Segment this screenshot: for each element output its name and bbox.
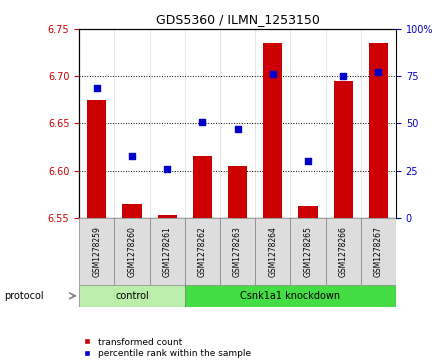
Bar — [185, 285, 396, 307]
Bar — [79, 285, 185, 307]
Bar — [193, 156, 212, 218]
Point — [128, 152, 136, 158]
Text: Csnk1a1 knockdown: Csnk1a1 knockdown — [240, 291, 341, 301]
Point — [234, 126, 241, 132]
Text: control: control — [115, 291, 149, 301]
Bar — [326, 218, 361, 285]
Bar — [122, 204, 142, 218]
Bar — [158, 215, 177, 218]
Point — [164, 166, 171, 172]
Text: GSM1278267: GSM1278267 — [374, 226, 383, 277]
Text: GSM1278260: GSM1278260 — [128, 226, 136, 277]
Point — [93, 85, 100, 90]
Bar — [255, 218, 290, 285]
Bar — [220, 218, 255, 285]
Bar — [87, 100, 106, 218]
Bar — [79, 218, 114, 285]
Text: GSM1278261: GSM1278261 — [163, 226, 172, 277]
Bar — [298, 207, 318, 218]
Bar — [334, 81, 353, 218]
Text: GSM1278265: GSM1278265 — [304, 226, 312, 277]
Legend: transformed count, percentile rank within the sample: transformed count, percentile rank withi… — [84, 338, 251, 359]
Point — [199, 119, 206, 125]
Text: GSM1278264: GSM1278264 — [268, 226, 277, 277]
Bar — [369, 43, 388, 218]
Bar — [150, 218, 185, 285]
Bar — [114, 218, 150, 285]
Title: GDS5360 / ILMN_1253150: GDS5360 / ILMN_1253150 — [156, 13, 319, 26]
Point — [340, 73, 347, 79]
Text: GSM1278262: GSM1278262 — [198, 226, 207, 277]
Bar — [228, 166, 247, 218]
Point — [304, 158, 312, 164]
Bar — [263, 43, 282, 218]
Bar — [361, 218, 396, 285]
Text: GSM1278263: GSM1278263 — [233, 226, 242, 277]
Text: GSM1278266: GSM1278266 — [339, 226, 348, 277]
Point — [269, 72, 276, 77]
Point — [375, 70, 382, 76]
Bar — [290, 218, 326, 285]
Text: protocol: protocol — [4, 291, 44, 301]
Bar — [185, 218, 220, 285]
Text: GSM1278259: GSM1278259 — [92, 226, 101, 277]
